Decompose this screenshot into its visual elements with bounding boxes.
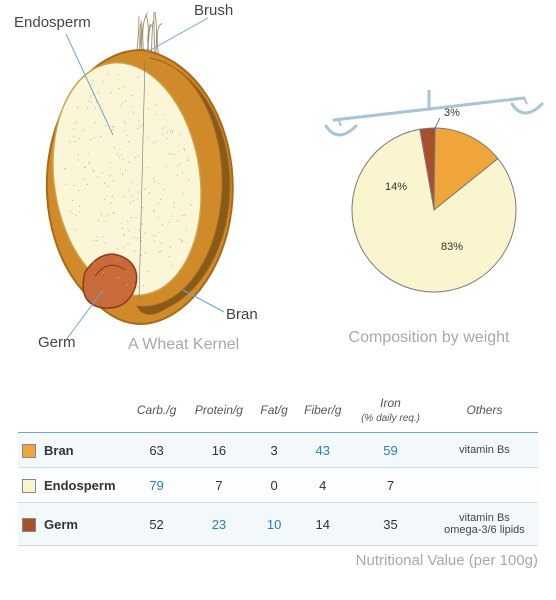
label-bran: Bran: [226, 306, 258, 323]
svg-text:14%: 14%: [385, 181, 407, 193]
col-header: Fat/g: [253, 388, 296, 433]
pie-caption: Composition by weight: [314, 329, 544, 347]
table-row: Germ5223101435vitamin Bsomega-3/6 lipids: [18, 503, 538, 546]
composition-chart: 83% 14% 3% Composition by weight: [314, 60, 544, 347]
col-header: Carb./g: [128, 388, 185, 433]
col-header: Fiber/g: [295, 388, 350, 433]
svg-text:3%: 3%: [444, 107, 460, 119]
table-row: Bran631634359vitamin Bs: [18, 433, 538, 468]
col-header: Others: [431, 388, 538, 433]
col-header: Protein/g: [185, 388, 253, 433]
svg-text:83%: 83%: [441, 241, 463, 253]
table-row: Endosperm797047: [18, 468, 538, 503]
label-germ: Germ: [38, 334, 76, 351]
table-caption: Nutritional Value (per 100g): [18, 552, 538, 569]
wheat-kernel-diagram: Endosperm Brush Bran Germ A Wheat Kernel: [8, 0, 298, 380]
label-brush: Brush: [194, 2, 233, 19]
kernel-caption: A Wheat Kernel: [128, 336, 239, 354]
col-header: Iron(% daily req.): [350, 388, 431, 433]
label-endosperm: Endosperm: [14, 14, 91, 31]
nutrition-table: Carb./gProtein/gFat/gFiber/gIron(% daily…: [18, 388, 538, 569]
col-header: [18, 388, 128, 433]
